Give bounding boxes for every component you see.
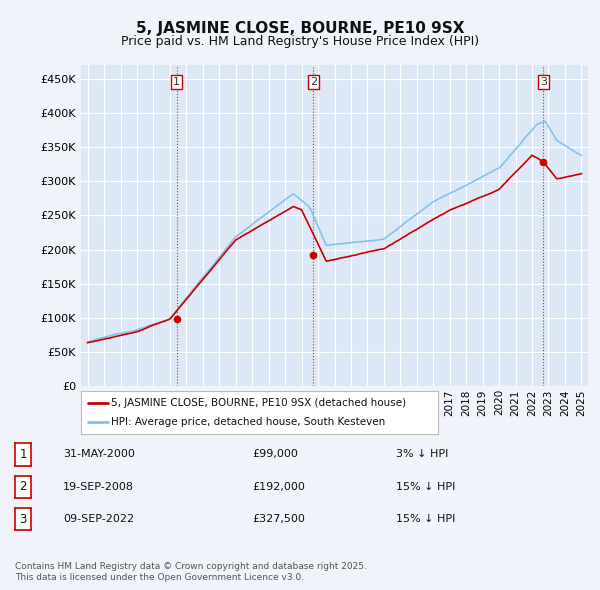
Text: £192,000: £192,000 [252, 482, 305, 491]
Text: 3% ↓ HPI: 3% ↓ HPI [396, 450, 448, 459]
Text: 31-MAY-2000: 31-MAY-2000 [63, 450, 135, 459]
Text: HPI: Average price, detached house, South Kesteven: HPI: Average price, detached house, Sout… [112, 417, 386, 427]
Text: 5, JASMINE CLOSE, BOURNE, PE10 9SX (detached house): 5, JASMINE CLOSE, BOURNE, PE10 9SX (deta… [112, 398, 406, 408]
Text: Contains HM Land Registry data © Crown copyright and database right 2025.
This d: Contains HM Land Registry data © Crown c… [15, 562, 367, 582]
Text: 09-SEP-2022: 09-SEP-2022 [63, 514, 134, 524]
Text: 2: 2 [310, 77, 317, 87]
Text: £99,000: £99,000 [252, 450, 298, 459]
Text: 15% ↓ HPI: 15% ↓ HPI [396, 482, 455, 491]
Text: Price paid vs. HM Land Registry's House Price Index (HPI): Price paid vs. HM Land Registry's House … [121, 35, 479, 48]
Text: 19-SEP-2008: 19-SEP-2008 [63, 482, 134, 491]
Text: 1: 1 [173, 77, 180, 87]
Text: 5, JASMINE CLOSE, BOURNE, PE10 9SX: 5, JASMINE CLOSE, BOURNE, PE10 9SX [136, 21, 464, 35]
Text: 3: 3 [540, 77, 547, 87]
Text: £327,500: £327,500 [252, 514, 305, 524]
Text: 1: 1 [19, 448, 27, 461]
Text: 2: 2 [19, 480, 27, 493]
Text: 3: 3 [19, 513, 26, 526]
Text: 15% ↓ HPI: 15% ↓ HPI [396, 514, 455, 524]
